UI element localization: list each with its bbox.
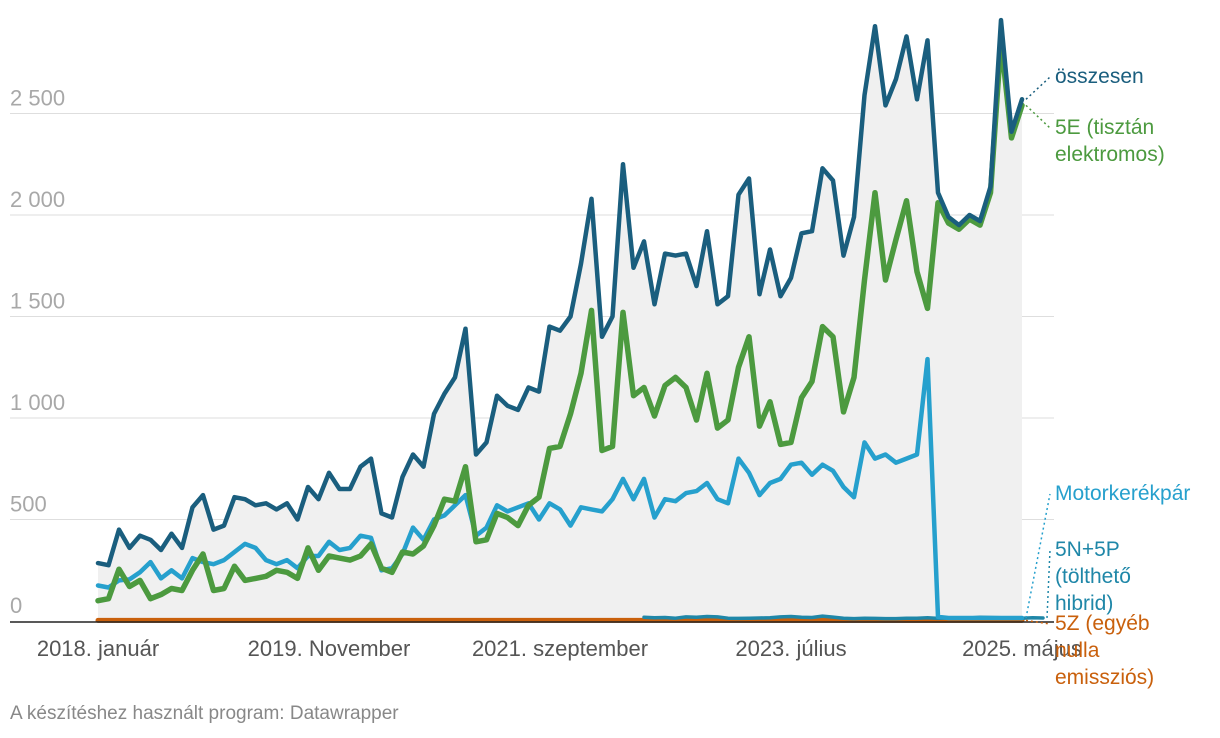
series-line <box>95 17 1025 568</box>
label-leader <box>1025 104 1051 129</box>
y-tick-label: 2 000 <box>10 187 65 212</box>
x-tick-label: 2018. január <box>37 636 159 661</box>
series-label: emissziós) <box>1055 666 1154 689</box>
y-tick-label: 500 <box>10 492 47 517</box>
x-tick-label: 2019. November <box>248 636 411 661</box>
series-label: nulla <box>1055 639 1100 662</box>
series-label: 5N+5P <box>1055 538 1120 561</box>
series-label: (tölthető <box>1055 565 1131 588</box>
series-label: 5E (tisztán <box>1055 116 1154 139</box>
x-tick-label: 2021. szeptember <box>472 636 648 661</box>
series-labels: összesen 5E (tisztán elektromos) Motorkerék… <box>1025 65 1190 689</box>
x-tick-label: 2025. május <box>962 636 1082 661</box>
area-total <box>98 20 1022 622</box>
y-tick-label: 1 000 <box>10 390 65 415</box>
series-line <box>95 37 1025 604</box>
label-leader <box>1046 549 1051 618</box>
label-leader <box>1025 76 1051 100</box>
x-tick-label: 2023. július <box>735 636 846 661</box>
x-axis-ticks: 2018. január 2019. November 2021. szeptemb… <box>37 636 1082 661</box>
footer-credit: A készítéshez használt program: Datawrap… <box>10 703 399 724</box>
series-label: összesen <box>1055 65 1144 88</box>
series-label: elektromos) <box>1055 143 1165 166</box>
series-lines <box>95 17 1045 623</box>
y-tick-label: 0 <box>10 593 22 618</box>
y-axis-ticks: 0 500 1 000 1 500 2 000 2 500 <box>10 86 65 619</box>
total-area <box>98 20 1022 622</box>
series-label: 5Z (egyéb <box>1055 612 1150 635</box>
y-tick-label: 2 500 <box>10 86 65 111</box>
series-line <box>95 356 1025 621</box>
label-leader <box>1025 493 1051 619</box>
y-tick-label: 1 500 <box>10 289 65 314</box>
series-label: Motorkerékpár <box>1055 482 1190 505</box>
label-leader <box>1025 619 1051 625</box>
series-label: hibrid) <box>1055 592 1113 615</box>
